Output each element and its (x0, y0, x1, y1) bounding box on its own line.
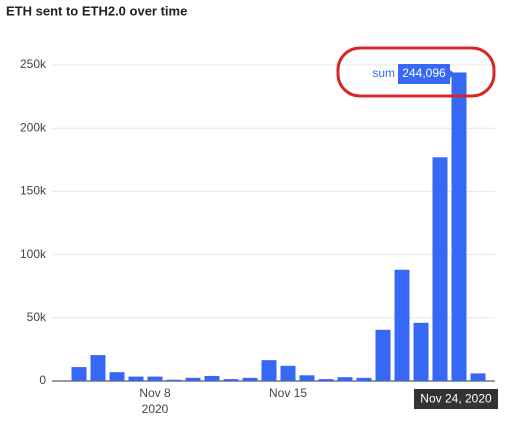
bar (413, 322, 429, 381)
x-year-label: 2020 (142, 402, 169, 416)
bar (337, 377, 353, 381)
bar (128, 376, 144, 381)
y-tick-label: 50k (27, 310, 47, 324)
bar (451, 72, 467, 382)
highlight-ring (336, 46, 496, 98)
bar (470, 373, 486, 381)
value-label: 244,096 (402, 66, 446, 80)
hover-label-box (414, 389, 498, 409)
y-tick-label: 200k (20, 120, 47, 134)
bar (109, 372, 125, 381)
tooltip-box (398, 64, 450, 84)
x-tick-label: Nov 8 (139, 386, 171, 400)
y-tick-label: 0 (39, 373, 46, 387)
tooltip-label: sum (372, 66, 395, 80)
bar (71, 367, 87, 381)
bar (223, 379, 239, 381)
y-tick-label: 150k (20, 184, 47, 198)
bar (204, 375, 220, 381)
y-tick-label: 100k (20, 247, 47, 261)
bar (432, 157, 448, 381)
chart-title: ETH sent to ETH2.0 over time (6, 3, 187, 18)
bar (356, 377, 372, 381)
bar (147, 376, 163, 381)
bar (242, 377, 258, 381)
bar (299, 375, 315, 381)
bar (280, 365, 296, 381)
bar (394, 269, 410, 381)
tooltip-pointer (450, 70, 455, 78)
bar (166, 379, 182, 381)
x-tick-label: Nov 15 (269, 386, 307, 400)
bar (375, 329, 391, 381)
bar (318, 379, 334, 381)
bar (185, 377, 201, 381)
x-tick-label: Nov 24, 2020 (420, 392, 492, 406)
y-tick-label: 250k (20, 57, 47, 71)
bar (90, 355, 106, 381)
bar (261, 360, 277, 381)
